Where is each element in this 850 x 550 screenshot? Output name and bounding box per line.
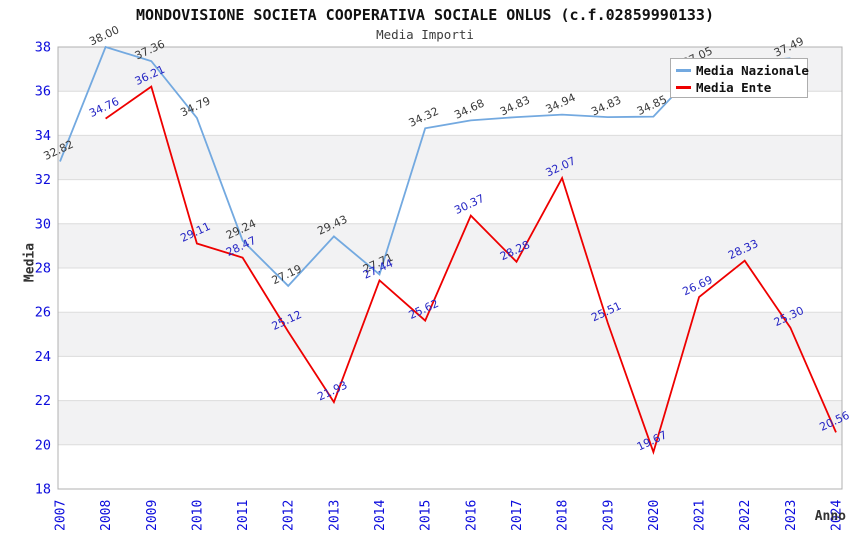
chart-title: MONDOVISIONE SOCIETA COOPERATIVA SOCIALE… <box>136 6 714 24</box>
x-tick-label: 2017 <box>510 500 525 531</box>
y-tick-label: 18 <box>35 482 51 498</box>
y-tick-label: 24 <box>35 349 51 365</box>
grid-band <box>58 135 842 180</box>
x-tick-label: 2012 <box>282 500 297 531</box>
x-tick-label: 2019 <box>601 500 616 531</box>
y-tick-label: 26 <box>35 305 51 321</box>
x-tick-label: 2013 <box>327 500 342 531</box>
point-label: 34.68 <box>452 97 486 122</box>
point-label: 34.94 <box>544 91 578 116</box>
y-tick-label: 30 <box>35 216 51 232</box>
point-label: 30.37 <box>452 192 486 217</box>
legend-label: Media Nazionale <box>696 63 809 78</box>
x-tick-label: 2016 <box>464 500 479 531</box>
y-tick-label: 22 <box>35 393 51 409</box>
x-tick-label: 2021 <box>693 500 708 531</box>
x-tick-label: 2011 <box>236 500 251 531</box>
y-tick-label: 28 <box>35 261 51 277</box>
y-axis-title: Media <box>22 242 38 283</box>
point-label: 26.69 <box>681 273 715 298</box>
point-label: 34.85 <box>635 93 669 118</box>
y-tick-label: 38 <box>35 40 51 56</box>
point-label: 38.00 <box>87 23 121 48</box>
legend-label: Media Ente <box>696 80 772 95</box>
legend-item-media-ente: Media Ente <box>676 79 807 96</box>
series-line-media-ente <box>105 85 837 456</box>
y-tick-label: 34 <box>35 128 51 144</box>
x-tick-label: 2018 <box>556 500 571 531</box>
x-tick-label: 2020 <box>647 500 662 531</box>
chart-subtitle: Media Importi <box>376 27 474 42</box>
x-axis-title: Anno <box>814 509 846 524</box>
grid-band <box>58 400 842 445</box>
grid-band <box>58 312 842 357</box>
series-line-media-nazionale <box>59 45 791 288</box>
point-label: 34.83 <box>498 93 532 118</box>
y-tick-label: 20 <box>35 437 51 453</box>
x-tick-label: 2008 <box>99 500 114 531</box>
media-nazionale-line-swatch <box>676 69 691 72</box>
media-ente-line-swatch <box>676 86 691 89</box>
point-label: 34.76 <box>87 95 121 120</box>
y-tick-label: 36 <box>35 84 51 100</box>
x-tick-label: 2010 <box>190 500 205 531</box>
x-tick-label: 2015 <box>419 500 434 531</box>
x-tick-label: 2022 <box>738 500 753 531</box>
x-tick-label: 2024 <box>830 500 845 531</box>
x-tick-label: 2023 <box>784 500 799 531</box>
plot-border <box>57 46 843 490</box>
y-tick-label: 32 <box>35 172 51 188</box>
x-tick-label: 2014 <box>373 500 388 531</box>
x-tick-label: 2007 <box>54 500 69 531</box>
x-tick-label: 2009 <box>145 500 160 531</box>
legend-item-media-nazionale: Media Nazionale <box>676 62 809 79</box>
grid-band <box>58 223 842 268</box>
legend: Media Nazionale Media Ente <box>670 58 809 98</box>
point-label: 34.83 <box>589 93 623 118</box>
